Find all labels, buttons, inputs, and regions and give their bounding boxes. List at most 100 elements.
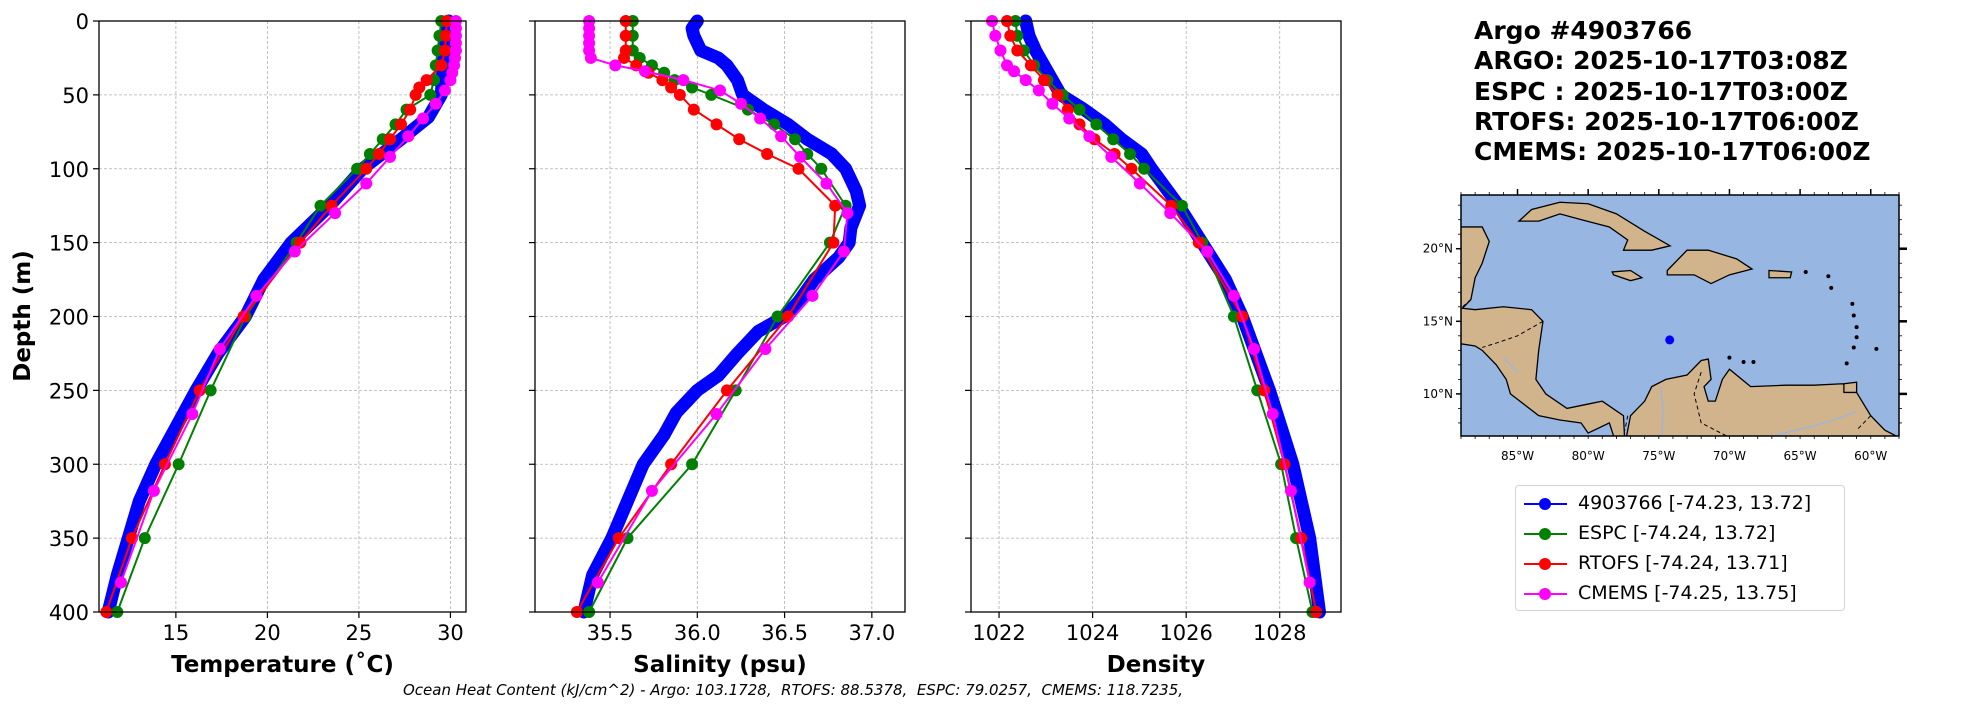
- lon-tick-label: 60°W: [1854, 449, 1887, 463]
- data-point: [768, 118, 781, 131]
- island: [1850, 301, 1855, 306]
- legend-entry-cmems: CMEMS [-74.25, 13.75]: [1516, 579, 1844, 609]
- legend-label: CMEMS [-74.25, 13.75]: [1578, 582, 1797, 604]
- country-border: [1856, 415, 1872, 431]
- data-point: [1133, 177, 1146, 190]
- lon-tick-label: 80°W: [1572, 449, 1605, 463]
- data-point: [621, 532, 634, 545]
- data-point: [169, 421, 182, 434]
- island: [1803, 269, 1808, 274]
- density-panel: 1022 1024 1026 1028 Density: [965, 14, 1342, 678]
- data-point: [288, 245, 301, 258]
- data-point: [665, 458, 678, 471]
- y-tick-label: 50: [62, 84, 89, 108]
- data-point: [637, 458, 650, 471]
- island: [1751, 359, 1756, 364]
- data-point: [782, 310, 795, 323]
- legend-marker: [1539, 498, 1551, 510]
- data-point: [1024, 59, 1037, 72]
- data-point: [1107, 133, 1120, 146]
- data-point: [720, 384, 733, 397]
- x-tick-label: 1022: [972, 621, 1025, 645]
- data-point: [1004, 29, 1017, 42]
- x-tick-label: 20: [254, 621, 281, 645]
- data-point: [1046, 97, 1059, 110]
- data-point: [801, 133, 814, 146]
- lon-tick-label: 70°W: [1713, 449, 1746, 463]
- x-tick-label: 36.0: [674, 621, 721, 645]
- title-argo-time: ARGO: 2025-10-17T03:08Z: [1474, 46, 1848, 76]
- data-point: [1175, 199, 1188, 212]
- data-point: [673, 88, 686, 101]
- data-point: [621, 495, 634, 508]
- data-point: [438, 44, 451, 57]
- data-point: [384, 150, 397, 163]
- map-frame: [1460, 194, 1900, 437]
- data-point: [250, 289, 263, 302]
- data-point: [658, 428, 671, 441]
- data-point: [825, 147, 838, 160]
- data-point: [149, 458, 162, 471]
- lat-tick-label: 20°N: [1423, 242, 1453, 256]
- data-point: [1115, 133, 1128, 146]
- data-point: [712, 51, 725, 64]
- data-point: [775, 130, 788, 143]
- data-point: [1008, 65, 1021, 78]
- data-point: [837, 245, 850, 258]
- island: [1874, 346, 1879, 351]
- legend-entry-rtofs: RTOFS [-74.24, 13.71]: [1516, 549, 1844, 579]
- float-location-marker: [1665, 335, 1675, 345]
- legend-label: ESPC [-74.24, 13.72]: [1578, 522, 1776, 544]
- x-tick-label: 15: [163, 621, 190, 645]
- title-espc-time: ESPC : 2025-10-17T03:00Z: [1474, 76, 1848, 106]
- legend-marker: [1539, 588, 1551, 600]
- data-point: [827, 236, 840, 249]
- data-point: [1098, 118, 1111, 131]
- data-point: [619, 29, 632, 42]
- data-point: [714, 84, 726, 97]
- data-point: [686, 81, 699, 94]
- x-tick-label: 1028: [1253, 621, 1306, 645]
- data-point: [829, 199, 842, 212]
- data-point: [1135, 147, 1148, 160]
- data-point: [444, 74, 457, 87]
- y-tick-label: 400: [49, 601, 89, 625]
- lon-tick-label: 85°W: [1501, 449, 1534, 463]
- data-point: [1303, 576, 1316, 589]
- data-point: [172, 458, 185, 471]
- data-point: [1051, 88, 1064, 101]
- data-point: [1105, 150, 1118, 163]
- data-point: [360, 177, 373, 190]
- lat-tick-label: 15°N: [1423, 314, 1453, 328]
- title-cmems-time: CMEMS: 2025-10-17T06:00Z: [1474, 137, 1871, 167]
- x-tick-label: 37.0: [848, 621, 895, 645]
- temperature-panel: 15 20 25 30050100150200250300350400Temperat…: [10, 10, 467, 678]
- data-point: [1303, 532, 1316, 545]
- data-point: [710, 118, 723, 131]
- data-point: [294, 236, 307, 249]
- series-cmems: [583, 15, 854, 589]
- legend-entry-espc: ESPC [-74.24, 13.72]: [1516, 519, 1844, 549]
- data-point: [1029, 44, 1042, 57]
- data-point: [670, 406, 683, 419]
- legend-label: 4903766 [-74.23, 13.72]: [1578, 492, 1812, 514]
- data-point: [691, 384, 704, 397]
- data-point: [147, 484, 160, 497]
- data-point: [1227, 310, 1240, 323]
- land-south-america: [1625, 358, 1898, 436]
- data-point: [1061, 103, 1074, 116]
- data-point: [1090, 118, 1103, 131]
- data-point: [1247, 343, 1260, 356]
- land-hispaniola: [1666, 249, 1754, 285]
- data-point: [1266, 408, 1279, 421]
- country-border: [1624, 415, 1629, 431]
- data-point: [1083, 130, 1096, 143]
- x-tick-label: 1026: [1159, 621, 1212, 645]
- data-point: [1201, 245, 1214, 258]
- country-border: [1482, 320, 1544, 348]
- data-point: [1023, 29, 1036, 42]
- data-point: [584, 51, 597, 64]
- legend: 4903766 [-74.23, 13.72] ESPC [-74.24, 13…: [1515, 485, 1845, 611]
- island: [1829, 285, 1834, 290]
- data-point: [1011, 44, 1024, 57]
